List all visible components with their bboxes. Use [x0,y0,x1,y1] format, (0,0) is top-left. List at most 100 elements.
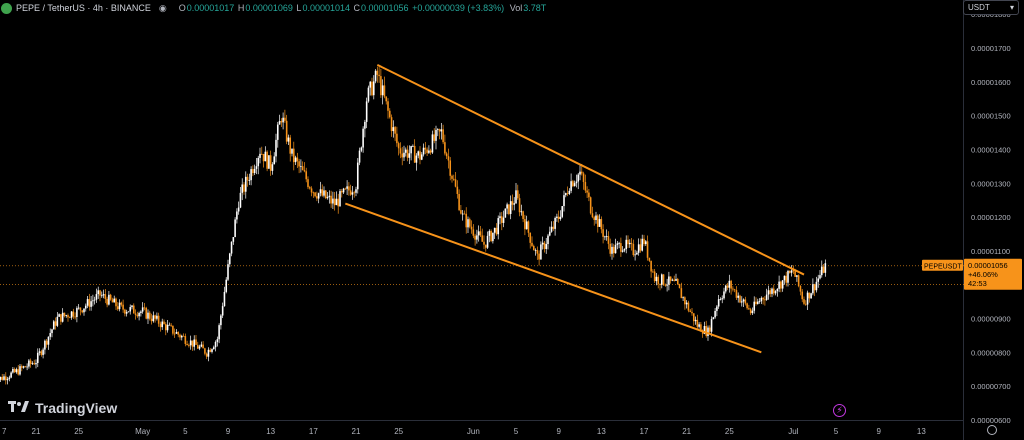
candle-body [812,284,814,294]
candle-body [300,166,302,168]
candle-body [684,297,686,305]
symbol-title[interactable]: PEPE / TetherUS · 4h · BINANCE [16,3,151,13]
candle-body [776,288,779,292]
eye-icon[interactable]: ◉ [158,2,167,13]
candle-body [348,186,350,191]
candle-body [428,150,430,153]
candle-body [58,314,60,317]
candle-body [212,347,215,350]
candle-body [758,301,761,302]
trendlines-group[interactable] [344,63,805,354]
candle-body [673,279,676,281]
candle-body [543,242,546,249]
candle-body [125,312,128,314]
candle-body [195,339,197,345]
trendline-lower[interactable] [344,202,762,354]
candle-body [588,192,590,198]
candle-body [548,231,551,236]
candle-body [356,162,359,190]
candles-group [0,66,827,385]
lightning-icon[interactable]: ⚡ [833,404,846,417]
candle-body [90,301,92,307]
candle-body [700,324,702,332]
candle-body [605,236,608,237]
candle-body [131,305,133,308]
candle-body [614,244,617,254]
candle-body [292,148,295,163]
candle-body [636,252,638,255]
candle-body [452,178,455,180]
candle-body [502,217,505,223]
candle-body [399,148,402,154]
gear-icon[interactable] [987,425,997,435]
candle-body [150,318,153,322]
candle-body [122,304,124,310]
candle-body [243,184,245,192]
candle-body [303,170,306,172]
candle-body [140,311,142,313]
candle-body [239,192,242,208]
candle-body [148,312,151,319]
candle-body [557,216,560,220]
symbol-tag-label: PEPEUSDT [924,263,962,270]
time-tick-label: 25 [74,427,83,436]
tradingview-logo: TradingView [8,400,117,416]
candle-body [819,275,821,279]
currency-selector[interactable]: USDT ▾ [963,0,1019,15]
time-tick-label: 13 [597,427,606,436]
candle-body [355,189,357,193]
candle-body [682,297,684,299]
price-tick-label: 0.00000700 [971,382,1011,391]
time-axis[interactable]: 7 21 25 May 5 9 13 17 21 25 Jun 5 9 13 17 21 25 Jul 5 9 13 [2,427,926,436]
candle-body [12,368,14,373]
price-tag [964,258,1022,290]
candle-body [24,366,27,368]
candle-body [474,235,476,240]
candle-body [598,219,601,227]
candle-body [92,300,94,302]
candle-body [504,208,507,218]
candle-body [762,297,764,300]
candle-body [349,190,352,195]
logo-text: TradingView [35,400,118,416]
candle-body [518,198,521,213]
candle-body [648,257,651,261]
candle-body [220,315,222,326]
candle-body [454,179,457,187]
candle-body [710,319,713,332]
candle-body [607,236,610,244]
candle-body [698,324,700,327]
candle-body [77,307,80,309]
candle-body [156,315,158,319]
candle-body [76,308,78,318]
candle-body [1,376,4,380]
candle-body [424,147,427,150]
candle-body [564,193,567,196]
candle-body [723,291,725,299]
candle-body [701,331,704,334]
candle-body [0,376,2,380]
candle-body [730,280,732,289]
candle-body [252,169,254,174]
candle-body [780,281,782,289]
candle-body [236,211,238,220]
candle-body [593,217,596,221]
candle-body [620,243,622,252]
candle-body [49,333,52,337]
candle-body [771,288,773,294]
candle-body [177,332,180,335]
trendline-upper[interactable] [376,63,805,276]
candle-body [44,340,46,350]
price-tick-label: 0.00000800 [971,348,1011,357]
candle-body [676,278,679,285]
candle-body [801,291,804,300]
candle-body [666,284,668,286]
candle-body [209,349,212,352]
candle-body [824,263,827,273]
candle-body [760,297,763,302]
candle-body [559,216,562,220]
candle-body [442,129,444,143]
candle-body [93,299,96,301]
candle-body [515,190,517,204]
